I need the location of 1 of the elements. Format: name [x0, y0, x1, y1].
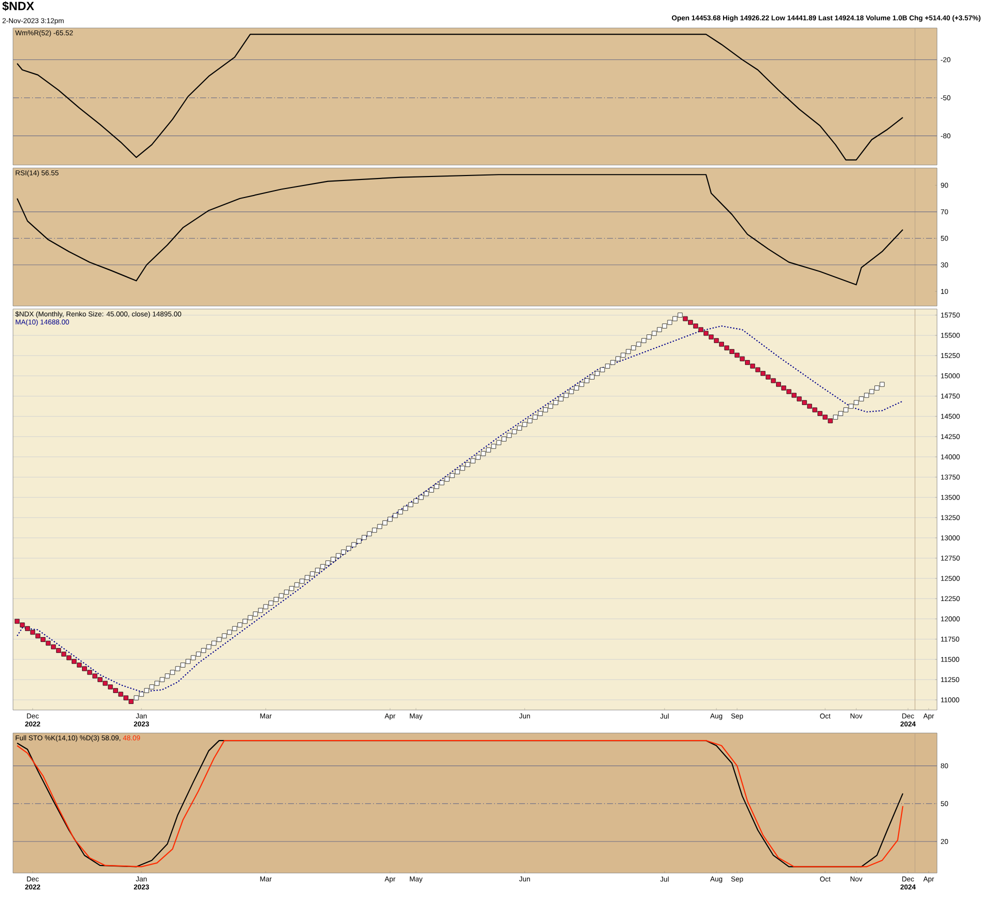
chart-title: $NDX [2, 1, 34, 11]
